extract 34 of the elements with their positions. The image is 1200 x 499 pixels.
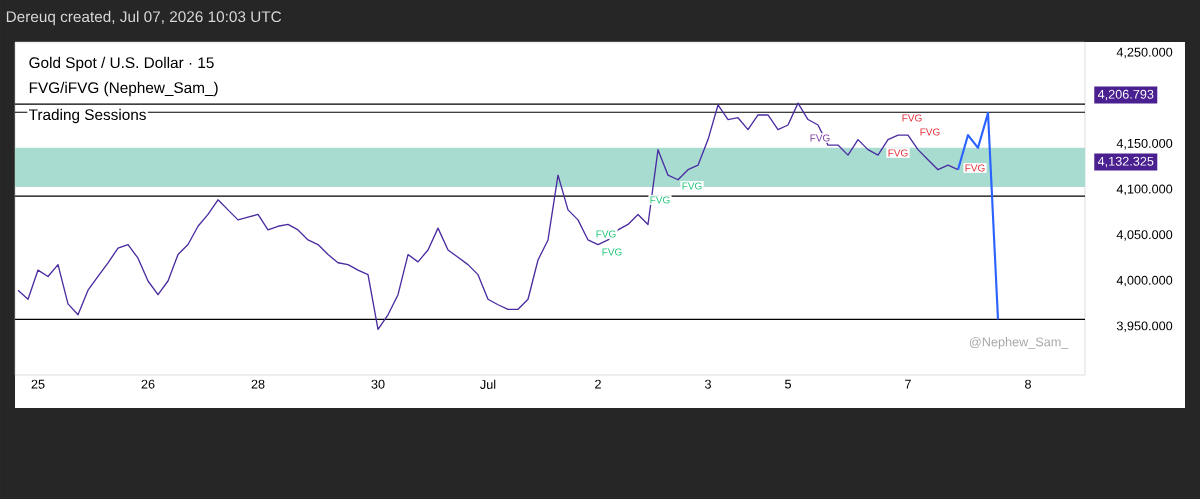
x-tick-label: 25 bbox=[31, 379, 45, 389]
x-tick-label: 30 bbox=[371, 379, 385, 389]
y-tick-label: 4,000.000 bbox=[1116, 275, 1173, 287]
annotation: FVG bbox=[596, 230, 616, 238]
text: 4,206.793 bbox=[1097, 89, 1154, 101]
annotation: FVG bbox=[810, 134, 830, 142]
annotation: FVG bbox=[682, 182, 702, 190]
y-tick-label: 4,250.000 bbox=[1116, 47, 1173, 59]
text: Dereuq created, Jul 07, 2026 10:03 UTC bbox=[6, 10, 282, 26]
annotation: @Nephew_Sam_ bbox=[969, 337, 1069, 349]
annotation: FVG bbox=[888, 149, 908, 157]
x-tick-label: 28 bbox=[251, 379, 265, 389]
text: 4,132.325 bbox=[1097, 156, 1154, 168]
x-tick-label: 7 bbox=[905, 379, 911, 389]
y-tick-label: 4,150.000 bbox=[1116, 138, 1173, 150]
text: FVG/iFVG (Nephew_Sam_) bbox=[29, 81, 218, 97]
text: Gold Spot / U.S. Dollar · 15 bbox=[29, 56, 214, 72]
annotation: FVG bbox=[602, 248, 622, 256]
annotation: FVG bbox=[650, 196, 670, 204]
x-tick-label: 26 bbox=[141, 379, 155, 389]
x-tick-label: Jul bbox=[480, 379, 496, 389]
y-tick-label: 4,100.000 bbox=[1116, 184, 1173, 196]
annotation: FVG bbox=[920, 128, 940, 136]
x-tick-label: 3 bbox=[704, 379, 711, 389]
annotation: Trading Sessions bbox=[28, 108, 146, 124]
y-tick-label: 4,050.000 bbox=[1116, 230, 1173, 241]
annotation: FVG bbox=[902, 114, 922, 122]
annotation: FVG bbox=[965, 164, 985, 172]
line-series bbox=[956, 112, 1000, 321]
line-series bbox=[17, 102, 959, 331]
x-tick-label: 8 bbox=[1025, 379, 1031, 389]
y-tick-label: 3,950.000 bbox=[1116, 321, 1173, 332]
x-tick-label: 5 bbox=[784, 379, 792, 389]
x-tick-label: 2 bbox=[595, 379, 601, 389]
